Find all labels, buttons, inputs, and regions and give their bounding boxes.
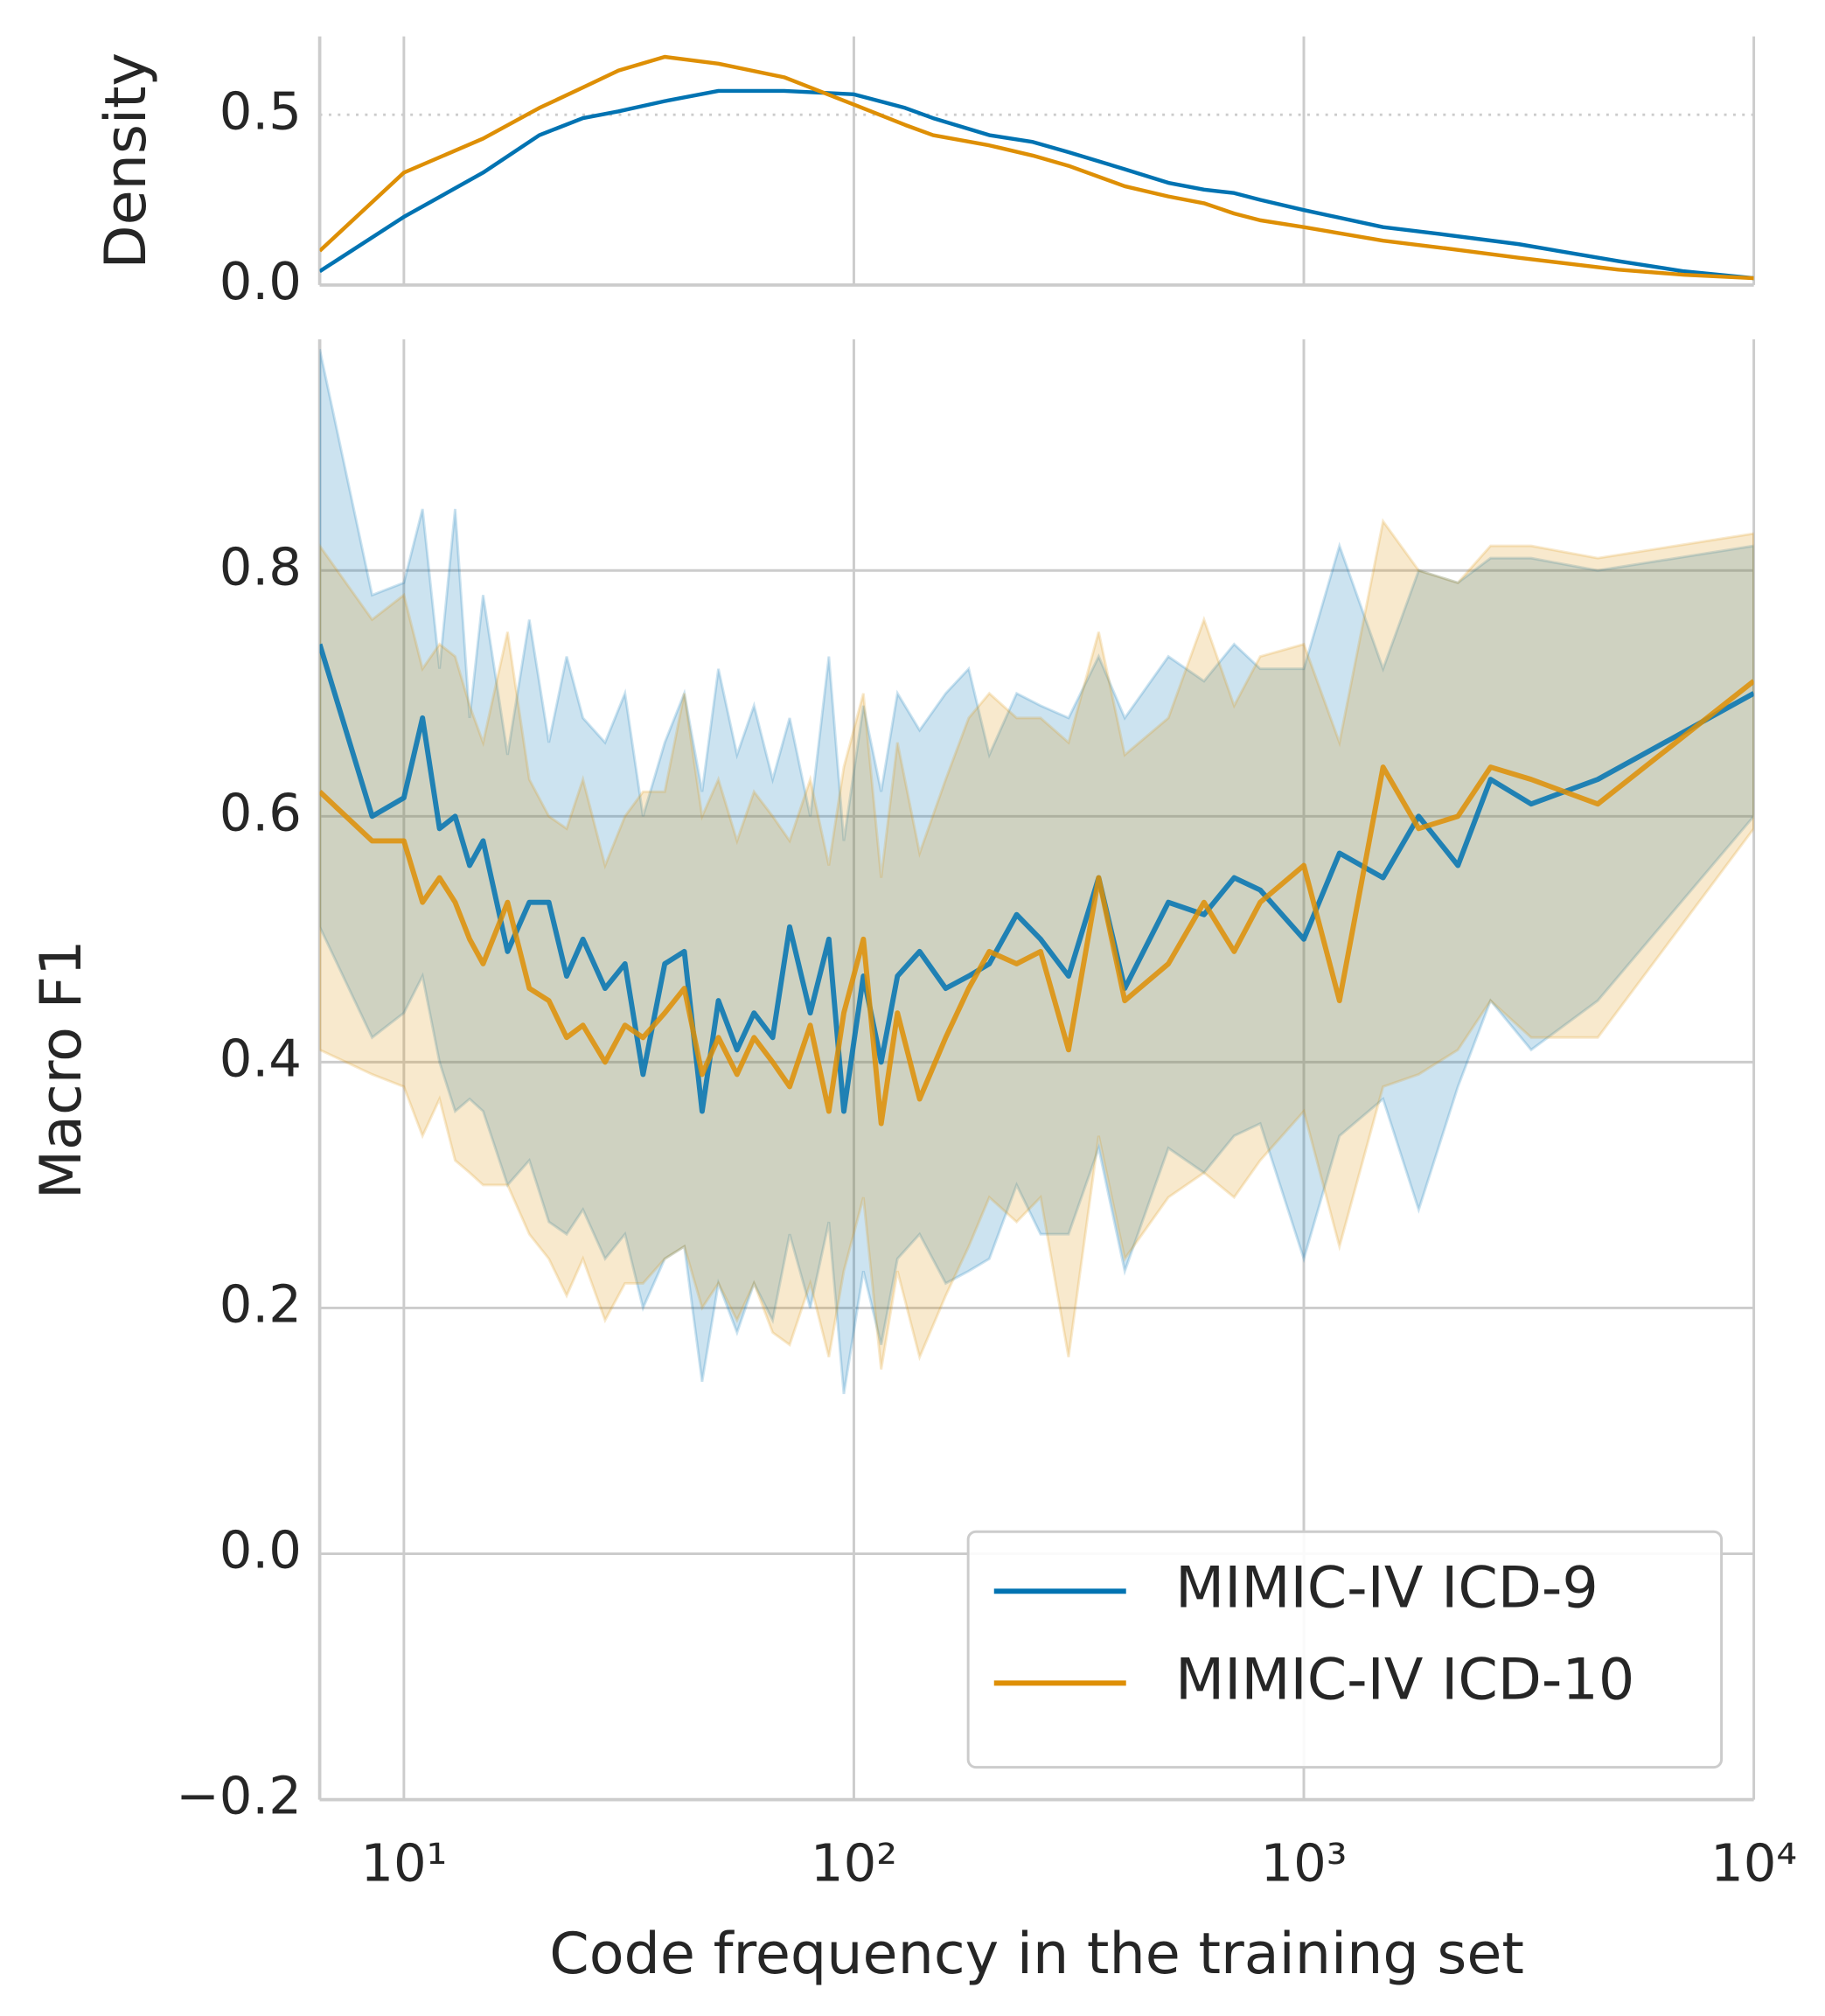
y-tick-label: −0.2 [176, 1766, 302, 1826]
confidence-band [319, 348, 1754, 1395]
y-axis-label: Density [94, 52, 159, 269]
y-tick-label: 0.0 [219, 1520, 302, 1580]
confidence-band [319, 518, 1754, 1370]
x-tick-label: 10¹ [360, 1833, 447, 1894]
y-tick-label: 0.4 [219, 1028, 302, 1088]
legend: MIMIC-IV ICD-9 MIMIC-IV ICD-10 [966, 1530, 1724, 1769]
x-tick-label: 10⁴ [1710, 1833, 1797, 1894]
y-tick-label: 0.0 [219, 251, 302, 311]
plot-area [319, 348, 1754, 1395]
plot-area [319, 54, 1754, 281]
panel: 0.0 0.5 Density [94, 36, 1756, 311]
y-tick-label: 0.6 [219, 782, 302, 842]
y-tick-label: 0.8 [219, 536, 302, 596]
panel: 10¹ 10² 10³ 10⁴ −0.2 0.0 0.2 0.4 0.6 0.8 Macro F1 C… [29, 339, 1797, 1987]
series-line [319, 88, 1754, 281]
legend-label: MIMIC-IV ICD-10 [1175, 1647, 1634, 1713]
x-tick-label: 10² [811, 1833, 897, 1894]
x-axis-label: Code frequency in the training set [549, 1922, 1524, 1987]
x-tick-label: 10³ [1260, 1833, 1347, 1894]
y-tick-label: 0.2 [219, 1274, 302, 1335]
legend-label: MIMIC-IV ICD-9 [1175, 1555, 1599, 1621]
legend-box [966, 1530, 1724, 1769]
series-line [319, 643, 1754, 1114]
y-tick-label: 0.5 [219, 80, 302, 141]
series-line [319, 54, 1754, 281]
series-line [319, 679, 1754, 1127]
y-axis-label: Macro F1 [29, 939, 94, 1199]
